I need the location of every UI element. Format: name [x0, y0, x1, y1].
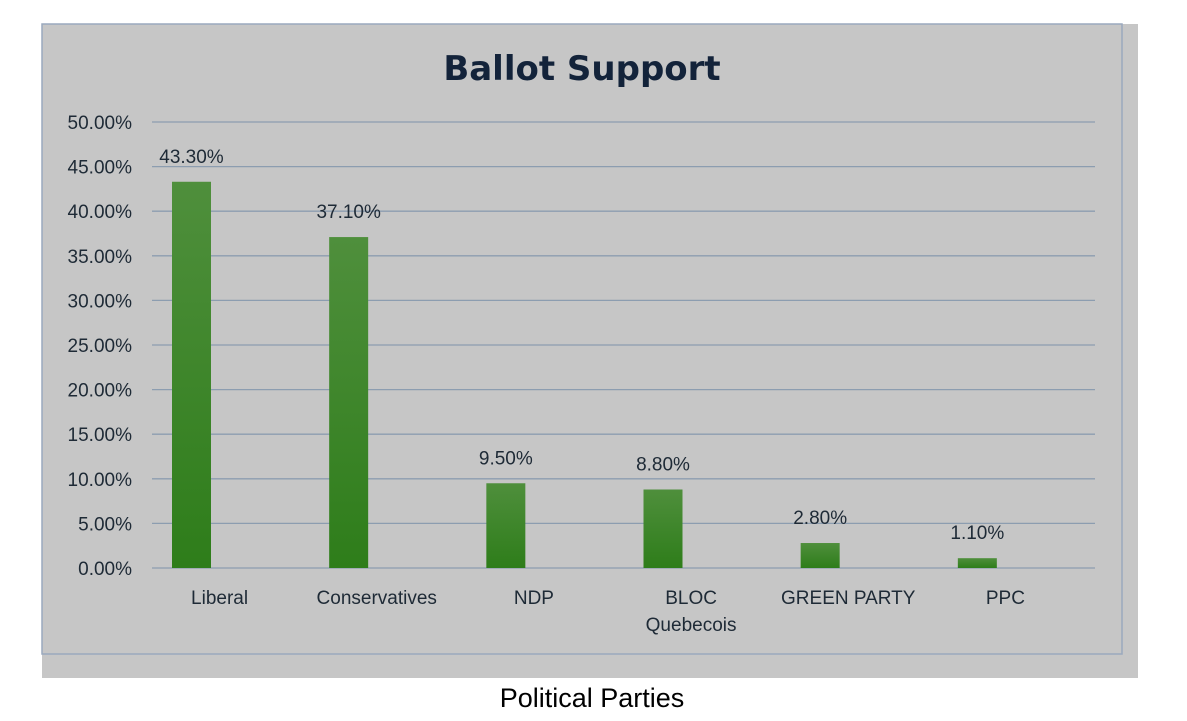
y-tick-label: 0.00% [78, 559, 132, 580]
y-tick-label: 10.00% [68, 470, 133, 491]
data-label: 37.10% [316, 202, 381, 223]
gridlines [152, 121, 1095, 569]
bar [643, 489, 683, 568]
x-tick-label: Conservatives [317, 588, 437, 609]
data-label: 43.30% [159, 147, 224, 168]
y-axis: 0.00% 5.00% 10.00% 15.00% 20.00% 25.00% 30.00%… [68, 113, 133, 580]
x-tick-label: Liberal [191, 588, 248, 609]
y-tick-label: 40.00% [68, 202, 133, 223]
y-tick-label: 35.00% [68, 247, 133, 268]
chart-frame [41, 23, 1123, 655]
chart-background [42, 24, 1138, 678]
y-tick-label: 15.00% [68, 425, 133, 446]
bars [172, 181, 997, 568]
x-tick-label: NDP [514, 588, 554, 609]
x-tick-label: GREEN PARTY [781, 588, 916, 609]
bar [800, 543, 840, 568]
data-label: 2.80% [793, 508, 847, 529]
y-tick-label: 20.00% [68, 381, 133, 402]
y-tick-label: 45.00% [68, 158, 133, 179]
x-axis: Liberal Conservatives NDP BLOC Quebecois GREE… [191, 588, 1025, 636]
bar [172, 181, 211, 568]
y-tick-label: 5.00% [78, 514, 132, 535]
y-tick-label: 50.00% [68, 113, 133, 134]
bar [957, 558, 997, 568]
chart-title: Ballot Support [443, 49, 720, 89]
y-tick-label: 30.00% [68, 291, 133, 312]
x-tick-label: BLOC [665, 588, 717, 609]
x-tick-label: PPC [986, 588, 1025, 609]
x-tick-label: Quebecois [646, 615, 737, 636]
data-label: 1.10% [950, 523, 1004, 544]
data-label: 8.80% [636, 455, 690, 476]
bar [486, 483, 526, 568]
x-axis-title: Political Parties [500, 683, 685, 713]
bar [329, 237, 369, 568]
y-tick-label: 25.00% [68, 336, 133, 357]
data-label: 9.50% [479, 448, 533, 469]
data-labels: 43.30% 37.10% 9.50% 8.80% 2.80% 1.10% [159, 147, 1004, 544]
